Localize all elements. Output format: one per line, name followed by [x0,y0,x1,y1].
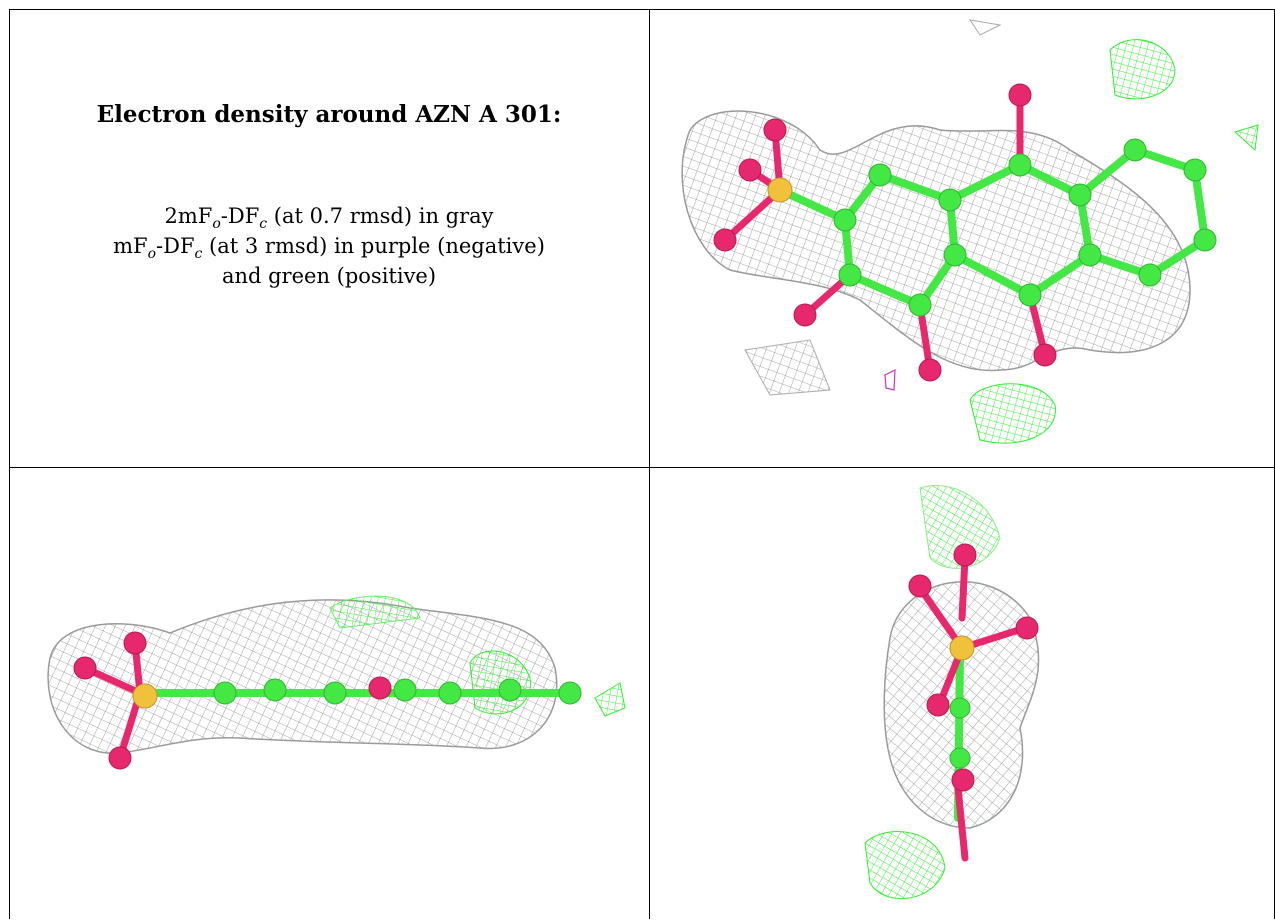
density-mesh-fragment [744,339,831,396]
density-positive-mesh [864,831,946,899]
density-positive-mesh [1234,124,1259,152]
carbon-atoms [213,678,582,705]
sulfur-atom [132,683,158,709]
density-mesh-2fofc [681,110,1191,372]
density-view-face-on [650,10,1274,467]
carbon-atoms [833,138,1217,317]
caption-cell: Electron density around AZN A 301: 2mFo-… [9,9,649,467]
caption-line-fofc: mFo-DFc (at 3 rmsd) in purple (negative) [113,234,545,263]
density-mesh-2fofc [47,599,558,754]
density-view-end-on [650,468,1274,919]
oxygen-atoms [908,543,1039,792]
density-negative-mesh [884,369,896,391]
density-positive-mesh [919,484,1001,569]
carbon-atoms [949,697,971,769]
density-view-edge-on [10,468,649,919]
sulfur-atom [949,635,975,661]
sulfur-atom [767,177,793,203]
density-positive-mesh [594,682,626,717]
oxygen-atoms [713,83,1057,382]
table-column-divider [649,9,650,919]
figure-table: Electron density around AZN A 301: 2mFo-… [9,9,1275,921]
oxygen-atoms [73,631,392,770]
table-border-left [9,9,10,919]
table-border-top [9,9,1275,10]
density-mesh-fragment [968,19,1002,36]
density-positive-mesh [1109,39,1176,100]
density-positive-mesh [329,595,421,629]
caption-line-2fofc: 2mFo-DFc (at 0.7 rmsd) in gray [164,204,494,233]
caption-title: Electron density around AZN A 301: [96,101,562,128]
table-row-divider [9,467,1275,468]
caption-line-positive: and green (positive) [221,264,437,288]
density-positive-mesh [969,383,1056,444]
